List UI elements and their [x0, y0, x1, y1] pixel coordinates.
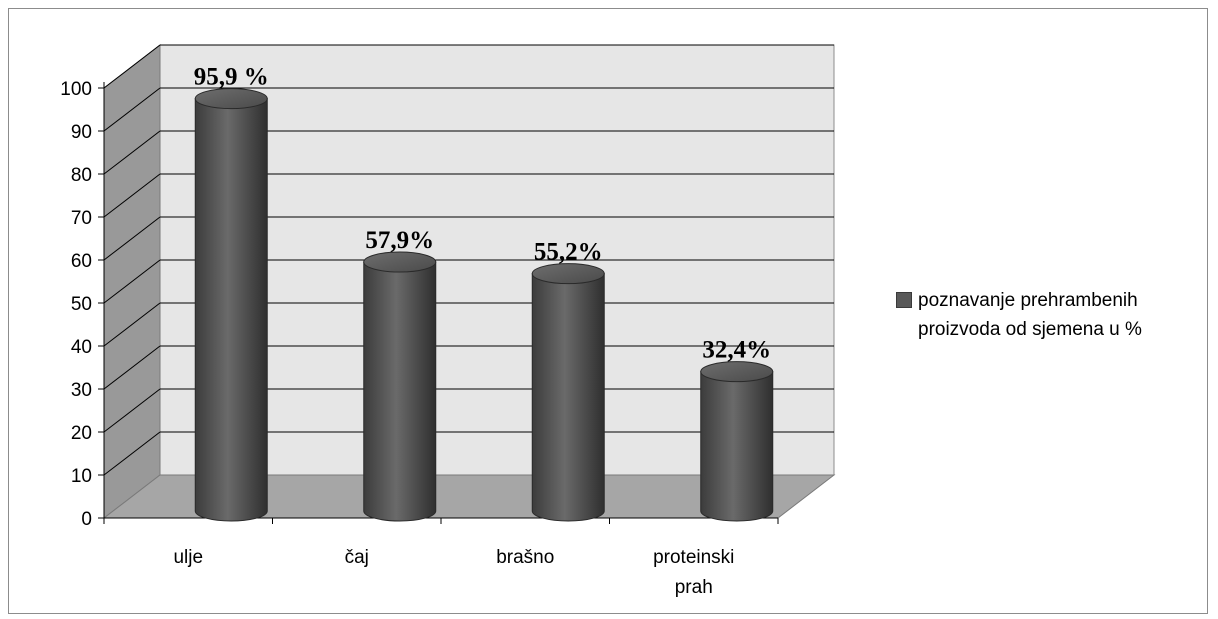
bar-body — [363, 261, 437, 522]
gridline-side — [103, 302, 161, 347]
x-tick-label: ulje — [173, 547, 203, 568]
gridline-side — [103, 259, 161, 304]
x-tick-label: proteinski — [653, 547, 734, 568]
gridline-side — [103, 345, 161, 390]
gridline-side — [103, 388, 161, 433]
y-tick-label: 70 — [71, 208, 92, 229]
bar-top — [194, 88, 268, 110]
y-tick-label: 80 — [71, 165, 92, 186]
data-label: 57,9% — [365, 227, 434, 254]
gridline-side — [103, 87, 161, 132]
legend-label-line-1: poznavanje prehrambenih — [918, 290, 1138, 311]
legend-swatch — [896, 292, 912, 308]
legend-text: poznavanje prehrambenih proizvoda od sje… — [918, 286, 1218, 344]
bar-3 — [700, 361, 774, 522]
x-tick-label: brašno — [496, 547, 554, 568]
y-tick-label: 20 — [71, 423, 92, 444]
axes: 0 10 20 30 40 50 60 70 80 90 100 ulje čaj brašno prote… — [60, 79, 779, 598]
bar-2 — [531, 263, 605, 522]
bar-body — [700, 371, 774, 522]
bar-top — [363, 251, 437, 273]
y-tick-label: 50 — [71, 294, 92, 315]
bar-1 — [363, 251, 437, 522]
x-tick-label: prah — [675, 577, 713, 598]
data-label: 32,4% — [702, 337, 771, 364]
gridline-side — [103, 216, 161, 261]
bars — [194, 88, 774, 522]
gridline-side — [103, 130, 161, 175]
bar-body — [531, 273, 605, 522]
gridline-side — [103, 431, 161, 476]
gridline-side — [103, 173, 161, 218]
x-tick-label: čaj — [345, 547, 369, 568]
y-tick-label: 0 — [81, 509, 92, 530]
data-label: 95,9 % — [194, 64, 269, 91]
gridlines — [103, 44, 834, 476]
legend-label-line-2: proizvoda od sjemena u % — [918, 319, 1142, 340]
bar-top — [700, 361, 774, 383]
y-tick-label: 90 — [71, 122, 92, 143]
y-tick-label: 100 — [60, 79, 92, 100]
legend: poznavanje prehrambenih proizvoda od sje… — [896, 286, 1218, 344]
data-labels: 95,9 % 57,9% 55,2% 32,4% — [194, 64, 771, 364]
gridline-side — [103, 44, 161, 89]
bar-top — [531, 263, 605, 285]
bar-body — [194, 98, 268, 522]
y-tick-label: 30 — [71, 380, 92, 401]
data-label: 55,2% — [534, 239, 603, 266]
bar-0 — [194, 88, 268, 522]
y-tick-label: 60 — [71, 251, 92, 272]
y-tick-label: 10 — [71, 466, 92, 487]
y-tick-label: 40 — [71, 337, 92, 358]
